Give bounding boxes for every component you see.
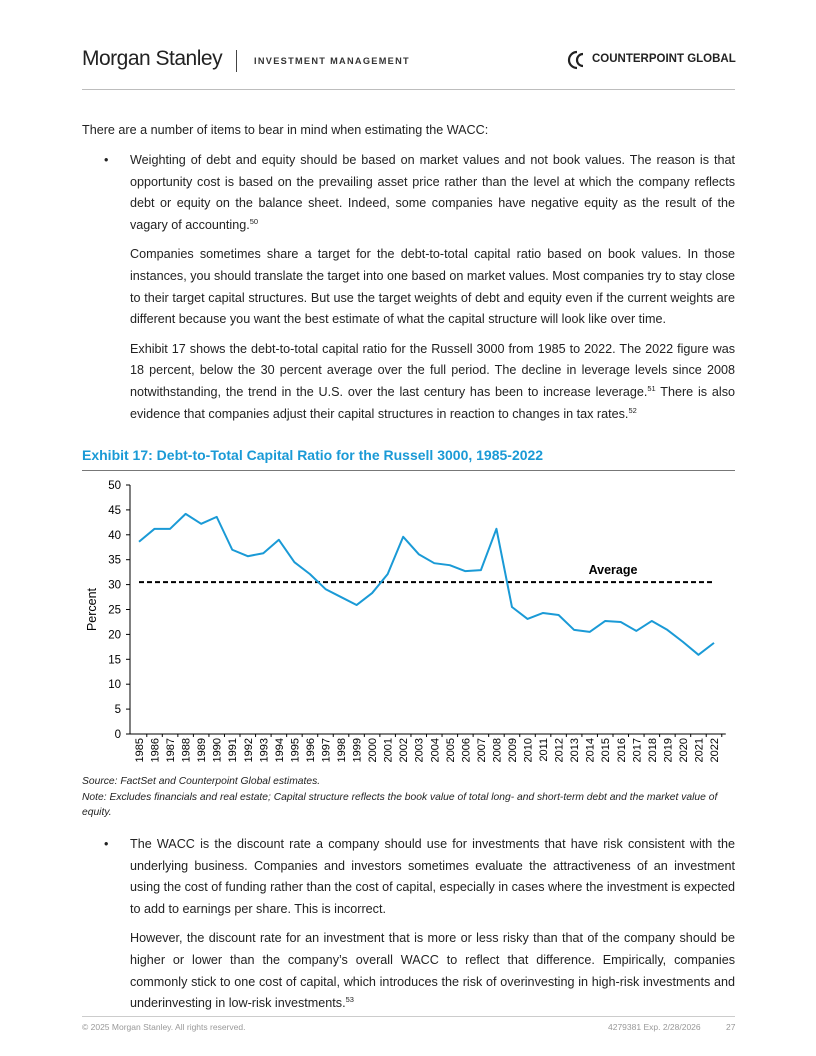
x-tick-label: 2020: [678, 738, 690, 762]
paragraph: However, the discount rate for an invest…: [130, 928, 735, 1014]
x-tick-label: 1986: [150, 738, 162, 762]
x-tick-label: 1990: [212, 738, 224, 762]
footnote-ref: 53: [345, 995, 354, 1005]
bullet-dot: •: [104, 837, 109, 851]
y-axis-label: Percent: [85, 587, 99, 631]
x-tick-label: 1993: [258, 738, 270, 762]
x-tick-label: 2022: [709, 738, 721, 762]
x-tick-label: 2006: [460, 738, 472, 762]
brand: Morgan Stanley: [82, 47, 223, 70]
text: Exhibit 17 shows the debt-to-total capit…: [130, 341, 735, 399]
header-rule: [82, 89, 735, 90]
exhibit-title: Exhibit 17: Debt-to-Total Capital Ratio …: [82, 447, 544, 463]
average-label: Average: [589, 563, 638, 577]
x-tick-label: 1987: [165, 738, 177, 762]
y-tick-label: 5: [115, 704, 121, 716]
x-tick-label: 1988: [181, 738, 193, 762]
footer-rule: [82, 1016, 735, 1017]
x-tick-label: 2007: [476, 738, 488, 762]
x-tick-label: 2014: [585, 738, 597, 762]
text: Weighting of debt and equity should be b…: [130, 153, 735, 232]
doc-code: 4279381 Exp. 2/28/2026: [608, 1022, 701, 1032]
y-tick-label: 30: [108, 580, 121, 592]
partner: COUNTERPOINT GLOBAL: [592, 53, 736, 65]
x-tick-label: 2000: [367, 738, 379, 762]
partner-logo: [567, 50, 584, 70]
paragraph: The WACC is the discount rate a company …: [130, 834, 735, 920]
divider: [236, 50, 237, 72]
data-line: [138, 512, 715, 656]
source: Source: FactSet and Counterpoint Global …: [82, 776, 321, 787]
bullet-body: Weighting of debt and equity should be b…: [130, 150, 735, 425]
y-tick-label: 20: [108, 629, 121, 641]
x-tick-label: 1992: [243, 738, 255, 762]
x-tick-label: 2011: [538, 738, 550, 762]
paragraph: Companies sometimes share a target for t…: [130, 244, 735, 330]
y-tick-label: 40: [108, 530, 121, 542]
text: The WACC is the discount rate a company …: [130, 837, 735, 916]
x-tick-label: 2002: [398, 738, 410, 762]
copyright: © 2025 Morgan Stanley. All rights reserv…: [82, 1022, 246, 1032]
x-tick-label: 2010: [523, 738, 535, 762]
exhibit-rule: [82, 470, 735, 471]
x-tick-label: 1996: [305, 738, 317, 762]
x-tick-label: 2005: [445, 738, 457, 762]
x-tick-label: 2018: [647, 738, 659, 762]
y-tick-label: 35: [108, 555, 121, 567]
x-tick-label: 1989: [196, 738, 208, 762]
footnote-ref: 52: [628, 405, 637, 415]
note: Note: Excludes financials and real estat…: [82, 792, 718, 818]
x-tick-label: 2008: [491, 738, 503, 762]
x-tick-label: 2019: [662, 738, 674, 762]
intro: There are a number of items to bear in m…: [82, 123, 489, 137]
y-tick-label: 10: [108, 679, 121, 691]
y-tick-label: 15: [108, 654, 121, 666]
x-tick-label: 1997: [320, 738, 332, 762]
x-tick-label: 1994: [274, 738, 286, 762]
x-tick-label: 2013: [569, 738, 581, 762]
paragraph: Exhibit 17 shows the debt-to-total capit…: [130, 339, 735, 425]
y-tick-label: 45: [108, 505, 121, 517]
x-tick-label: 2015: [600, 738, 612, 762]
y-tick-label: 50: [108, 480, 121, 492]
x-tick-label: 2001: [383, 738, 395, 762]
y-tick-label: 25: [108, 605, 121, 617]
x-tick-label: 1995: [289, 738, 301, 762]
x-tick-label: 1998: [336, 738, 348, 762]
bullet: • The WACC is the discount rate a company…: [82, 834, 735, 1023]
x-tick-label: 1985: [134, 738, 146, 762]
bullet-dot: •: [104, 153, 109, 167]
x-tick-label: 1999: [352, 738, 364, 762]
y-tick-label: 0: [115, 729, 121, 741]
footnote-ref: 51: [647, 383, 656, 393]
x-tick-label: 2021: [693, 738, 705, 762]
paragraph: Weighting of debt and equity should be b…: [130, 150, 735, 236]
page-number: 27: [726, 1022, 736, 1032]
text: There is also evidence that companies ad…: [130, 384, 735, 421]
chart: 0 5 10 15 20 25 30 35 40 45 50 Percent 1985 1986 1987 1…: [85, 480, 726, 762]
bullet-body: The WACC is the discount rate a company …: [130, 834, 735, 1015]
text: However, the discount rate for an invest…: [130, 931, 735, 1011]
x-tick-label: 1991: [227, 738, 239, 762]
x-tick-label: 2012: [554, 738, 566, 762]
text: Companies sometimes share a target for t…: [130, 247, 735, 327]
x-tick-label: 2009: [507, 738, 519, 762]
x-tick-label: 2003: [414, 738, 426, 762]
footnote-ref: 50: [249, 216, 259, 226]
bullet: • Weighting of debt and equity should be …: [82, 150, 735, 433]
x-tick-label: 2004: [429, 738, 441, 762]
x-tick-label: 2017: [631, 738, 643, 762]
x-tick-label: 2016: [616, 738, 628, 762]
division: INVESTMENT MANAGEMENT: [254, 56, 410, 66]
